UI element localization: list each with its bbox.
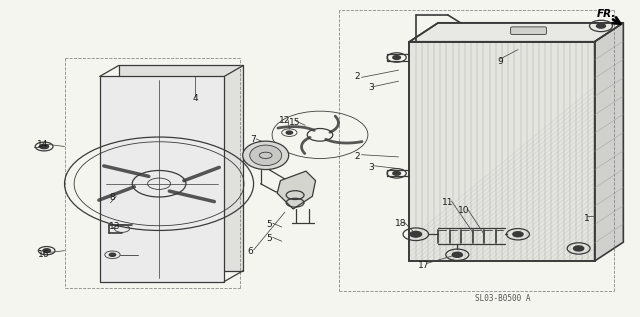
- Text: 1: 1: [584, 214, 590, 223]
- Text: 17: 17: [418, 261, 429, 270]
- Circle shape: [596, 24, 605, 28]
- Text: 5: 5: [266, 235, 272, 243]
- Text: 8: 8: [109, 193, 115, 203]
- Text: 15: 15: [289, 118, 300, 127]
- Text: 4: 4: [193, 94, 198, 103]
- Polygon shape: [410, 42, 595, 261]
- Text: 9: 9: [497, 57, 503, 66]
- Text: 3: 3: [368, 164, 374, 172]
- Text: 2: 2: [354, 72, 360, 81]
- Text: 13: 13: [109, 222, 120, 231]
- Circle shape: [40, 144, 49, 149]
- Circle shape: [410, 231, 422, 237]
- Circle shape: [43, 249, 51, 253]
- Ellipse shape: [243, 141, 289, 170]
- Ellipse shape: [250, 145, 282, 165]
- Circle shape: [513, 232, 523, 237]
- Circle shape: [291, 193, 299, 197]
- Text: 7: 7: [250, 135, 256, 144]
- Text: 16: 16: [38, 250, 50, 259]
- Text: 2: 2: [354, 152, 360, 161]
- Circle shape: [109, 253, 116, 256]
- Text: 10: 10: [458, 206, 469, 215]
- Text: 18: 18: [395, 219, 406, 228]
- Polygon shape: [119, 65, 243, 270]
- Text: 12: 12: [278, 116, 290, 125]
- Circle shape: [286, 131, 292, 134]
- Text: FR.: FR.: [596, 9, 616, 19]
- Text: SL03-B0500 A: SL03-B0500 A: [474, 294, 530, 303]
- FancyBboxPatch shape: [511, 27, 547, 35]
- Circle shape: [393, 55, 401, 59]
- Polygon shape: [595, 23, 623, 261]
- Circle shape: [573, 246, 584, 251]
- Text: 14: 14: [36, 140, 48, 149]
- Polygon shape: [277, 171, 316, 209]
- Polygon shape: [100, 76, 224, 281]
- Circle shape: [452, 252, 463, 257]
- Polygon shape: [410, 23, 623, 42]
- Circle shape: [393, 171, 401, 175]
- Text: 3: 3: [368, 83, 374, 92]
- Text: 5: 5: [266, 220, 272, 229]
- Circle shape: [291, 201, 299, 204]
- Text: 6: 6: [247, 247, 253, 256]
- Text: 11: 11: [442, 198, 454, 207]
